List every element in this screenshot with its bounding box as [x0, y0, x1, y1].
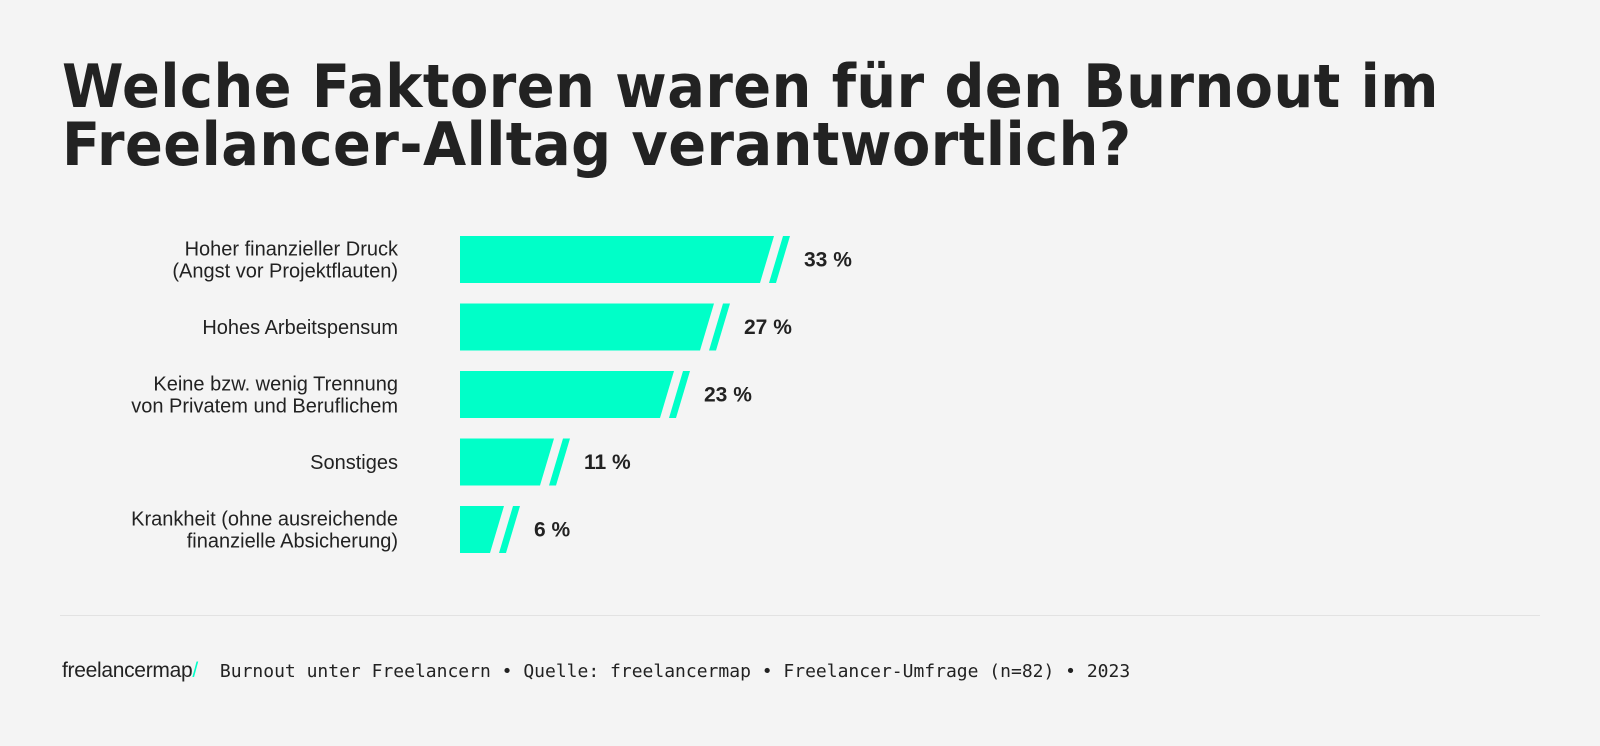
category-label: Krankheit (ohne ausreichende: [131, 509, 398, 531]
category-label: finanzielle Absicherung): [187, 531, 398, 553]
bar: [460, 506, 504, 553]
category-label: Keine bzw. wenig Trennung: [153, 374, 398, 396]
bar: [460, 303, 714, 351]
value-label: 6 %: [534, 519, 571, 542]
bar-slash: [499, 506, 520, 553]
value-label: 11 %: [584, 451, 631, 474]
value-label: 27 %: [744, 316, 792, 339]
bar: [460, 236, 774, 283]
title-line-1: Welche Faktoren waren für den Burnout im: [62, 52, 1439, 122]
footer-divider: [60, 615, 1540, 616]
category-label: von Privatem und Beruflichem: [131, 396, 398, 418]
category-label: Sonstiges: [310, 452, 398, 474]
category-label: Hohes Arbeitspensum: [202, 317, 398, 339]
footer: freelancermap/ Burnout unter Freelancern…: [62, 659, 1130, 683]
bar: [460, 438, 554, 486]
bar-slash: [709, 303, 730, 351]
bar-slash: [669, 371, 690, 418]
category-label: (Angst vor Projektflauten): [172, 261, 398, 283]
title-line-2: Freelancer-Alltag verantwortlich?: [62, 110, 1132, 180]
chart-title: Welche Faktoren waren für den Burnout im…: [62, 52, 1439, 180]
bar: [460, 371, 674, 418]
bar-slash: [769, 236, 790, 283]
value-label: 23 %: [704, 384, 752, 407]
source-note: Burnout unter Freelancern • Quelle: free…: [219, 661, 1131, 682]
freelancermap-logo: freelancermap/: [62, 659, 198, 682]
category-label: Hoher finanzieller Druck: [185, 239, 399, 261]
bar-slash: [549, 438, 570, 486]
value-label: 33 %: [804, 249, 852, 272]
